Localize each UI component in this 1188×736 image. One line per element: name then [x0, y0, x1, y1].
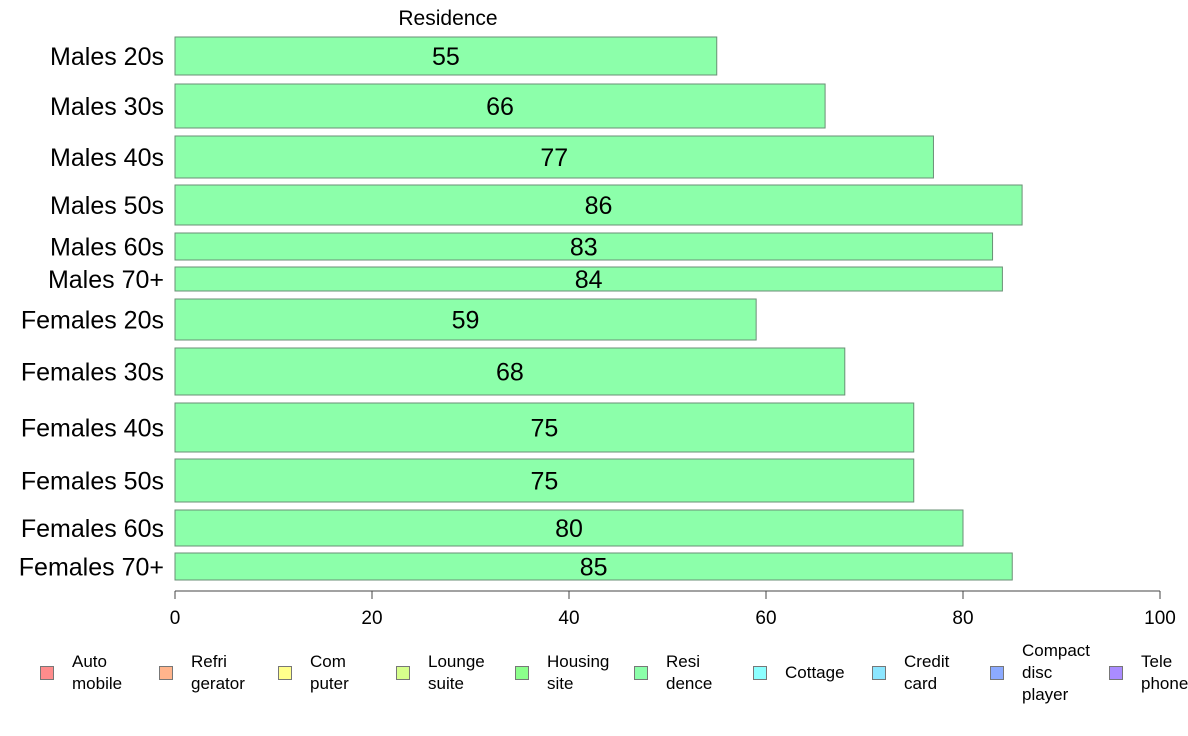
legend-item: Housing site: [515, 651, 609, 695]
bars: Males 20s 55 Males 30s 66 Males 40s 77 Males 5…: [19, 36, 1023, 582]
bar: [174, 266, 1003, 292]
legend-label: Com puter: [310, 652, 349, 693]
legend-label: Housing site: [547, 652, 610, 693]
chart-title: Residence: [398, 7, 497, 30]
bar: [174, 509, 964, 547]
legend-swatch: [872, 666, 886, 680]
category-label: Females 60s: [21, 515, 164, 543]
legend-swatch: [278, 666, 292, 680]
legend-swatch: [515, 666, 529, 680]
legend-label: Auto mobile: [72, 652, 123, 693]
data-label: 86: [585, 192, 613, 220]
legend-label: Compact disc player: [1022, 641, 1091, 704]
category-label: Males 60s: [50, 234, 164, 262]
bar: [174, 232, 994, 261]
data-label: 75: [530, 468, 558, 496]
x-axis: 0 20 40 60 80 100: [170, 590, 1176, 629]
legend-label: Lounge suite: [428, 652, 485, 693]
legend-swatch: [40, 666, 54, 680]
legend-swatch: [634, 666, 648, 680]
legend-item: Cottage: [753, 662, 845, 684]
legend-swatch: [990, 666, 1004, 680]
bar: [174, 402, 915, 453]
legend-item: Refri gerator: [159, 651, 245, 695]
data-label: 75: [530, 415, 558, 443]
data-label: 84: [575, 266, 603, 294]
x-tick-label: 100: [1144, 608, 1176, 629]
legend-label: Refri gerator: [191, 652, 245, 693]
bar: [174, 347, 846, 396]
data-label: 59: [452, 307, 480, 335]
legend-item: Lounge suite: [396, 651, 485, 695]
legend-swatch: [753, 666, 767, 680]
category-label: Males 30s: [50, 93, 164, 121]
legend-label: Tele phone: [1141, 652, 1188, 693]
legend: Auto mobile Refri gerator Com puter Lounge …: [0, 640, 1188, 710]
data-label: 77: [540, 144, 568, 172]
data-label: 68: [496, 359, 524, 387]
data-label: 66: [486, 93, 514, 121]
legend-swatch: [159, 666, 173, 680]
x-tick-label: 40: [558, 608, 579, 629]
category-label: Males 70+: [48, 266, 164, 294]
x-tick-label: 80: [952, 608, 973, 629]
x-tick-label: 20: [361, 608, 382, 629]
bar-chart: Residence Males 20s 55 Males 30s 66 Males 40…: [19, 7, 1176, 629]
legend-item: Auto mobile: [40, 651, 122, 695]
category-label: Females 20s: [21, 307, 164, 335]
bar: [174, 135, 934, 179]
category-label: Males 40s: [50, 144, 164, 172]
data-label: 85: [580, 554, 608, 582]
bar: [174, 184, 1023, 226]
data-label: 55: [432, 43, 460, 71]
legend-label: Cottage: [785, 663, 845, 682]
bar: [174, 552, 1013, 581]
category-label: Females 30s: [21, 359, 164, 387]
legend-label: Credit card: [904, 652, 950, 693]
bar: [174, 458, 915, 503]
legend-item: Compact disc player: [990, 640, 1090, 706]
x-tick-label: 60: [755, 608, 776, 629]
legend-swatch: [396, 666, 410, 680]
category-label: Females 70+: [19, 554, 164, 582]
legend-item: Tele phone: [1109, 651, 1188, 695]
bar: [174, 83, 826, 129]
legend-item: Credit card: [872, 651, 949, 695]
category-label: Males 20s: [50, 43, 164, 71]
legend-swatch: [1109, 666, 1123, 680]
category-label: Females 50s: [21, 468, 164, 496]
bar: [174, 298, 757, 341]
legend-item: Resi dence: [634, 651, 712, 695]
bar: [174, 36, 718, 76]
data-label: 83: [570, 234, 598, 262]
legend-label: Resi dence: [666, 652, 713, 693]
legend-item: Com puter: [278, 651, 349, 695]
data-label: 80: [555, 515, 583, 543]
x-tick-label: 0: [170, 608, 181, 629]
category-label: Males 50s: [50, 192, 164, 220]
category-label: Females 40s: [21, 415, 164, 443]
